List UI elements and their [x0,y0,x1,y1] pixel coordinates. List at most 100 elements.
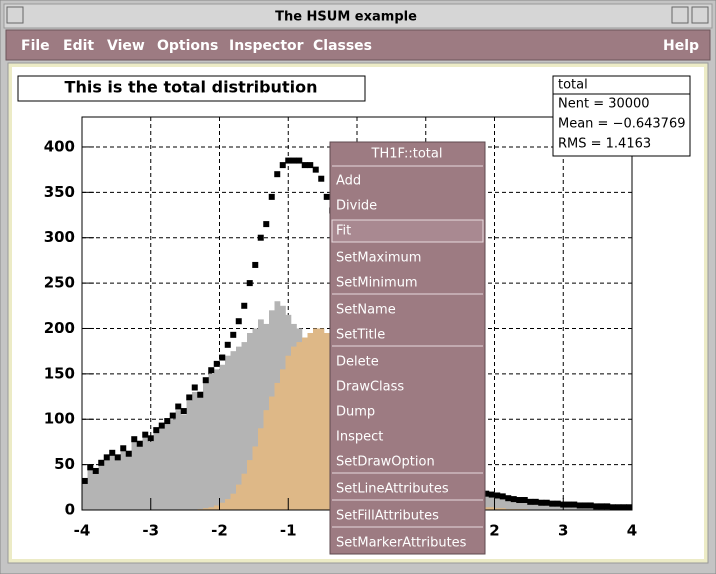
histogram-marker [213,360,220,367]
stats-title: total [558,78,588,93]
x-tick-label: 2 [489,522,499,540]
histogram-marker [279,162,286,169]
histogram-marker [131,436,138,443]
histogram-marker [505,495,512,502]
menu-item[interactable]: File [21,38,50,54]
histogram-marker [593,503,600,510]
histogram-bar [153,432,160,510]
menu-item[interactable]: Classes [313,38,372,54]
y-tick-label: 300 [44,228,75,246]
menu-item[interactable]: SetMarkerAttributes [336,536,467,551]
menu-item[interactable]: Inspect [336,430,383,445]
histogram-marker [246,280,253,287]
histogram-bar [527,501,534,510]
menu-item[interactable]: Divide [336,199,377,214]
stats-row: RMS = 1.4163 [558,137,651,152]
histogram-bar [120,451,127,510]
x-tick-label: -3 [142,522,159,540]
menu-item[interactable]: View [107,38,145,54]
x-tick-label: -2 [211,522,228,540]
histogram-bar [131,441,138,510]
histogram-marker [626,504,633,511]
histogram-bar [489,507,495,510]
y-tick-label: 250 [44,274,75,292]
histogram-bar [258,319,264,510]
histogram-bar [505,499,512,510]
histogram-marker [543,499,550,506]
y-tick-label: 400 [44,137,75,155]
histogram-marker [527,498,534,505]
histogram-marker [499,493,506,500]
histogram-bar [280,369,286,510]
histogram-bar [263,410,270,510]
menu-item[interactable]: SetMaximum [336,251,421,266]
histogram-bar [489,497,495,510]
histogram-marker [142,431,149,438]
histogram-bar [181,414,187,510]
histogram-marker [241,302,248,309]
histogram-bar [307,333,314,510]
menu-item[interactable]: SetName [336,303,396,318]
histogram-bar [538,502,545,510]
histogram-bar [230,493,237,510]
histogram-bar [142,437,149,510]
histogram-marker [488,491,495,498]
histogram-bar [483,507,490,510]
menu-item[interactable]: DrawClass [336,380,404,395]
histogram-marker [230,331,237,338]
y-tick-label: 100 [44,410,75,428]
histogram-marker [92,467,99,474]
maximize-button[interactable] [691,6,709,24]
histogram-marker [587,502,594,509]
window-menu-button[interactable] [6,6,24,24]
histogram-bar [313,328,319,510]
menu-item[interactable]: SetLineAttributes [336,482,449,497]
title-box [17,75,366,102]
menu-item[interactable]: Add [336,174,361,189]
histogram-bar [137,446,143,510]
menu-item[interactable]: SetMinimum [336,276,418,291]
histogram-bar [175,410,182,510]
chart-title: This is the total distribution [65,78,318,97]
histogram-bar [214,369,220,510]
menu-item[interactable]: SetTitle [336,328,385,343]
histogram-marker [125,450,132,457]
histogram-marker [263,221,270,228]
histogram-bar [252,446,259,510]
x-tick-label: -1 [280,522,297,540]
x-tick-label: 3 [558,522,568,540]
histogram-bar [104,460,110,510]
histogram-bar [247,460,253,510]
histogram-bar [109,455,116,510]
histogram-marker [164,418,171,425]
menu-item[interactable]: Delete [336,355,379,370]
histogram-marker [147,435,154,442]
menu-item[interactable]: SetDrawOption [336,455,435,470]
menu-item[interactable]: Inspector [229,38,304,54]
y-tick-label: 50 [54,455,75,473]
histogram-bar [318,328,325,510]
histogram-bar [533,501,539,510]
histogram-bar [148,441,154,510]
histogram-bar [208,373,215,510]
histogram-marker [268,193,275,200]
menu-item[interactable]: Edit [63,38,94,54]
minimize-button[interactable] [671,6,689,24]
histogram-marker [186,394,193,401]
menu-item[interactable]: Fit [336,224,351,239]
menu-item[interactable]: SetFillAttributes [336,509,439,524]
histogram-bar [170,419,176,510]
histogram-marker [103,454,110,461]
menubar [5,29,711,61]
histogram-marker [516,497,523,504]
histogram-bar [219,364,226,510]
menu-help[interactable]: Help [663,38,699,54]
menu-item[interactable]: Options [157,38,218,54]
histogram-marker [180,408,187,415]
histogram-bar [225,499,231,510]
menu-item[interactable]: Dump [336,405,375,420]
histogram-bar [511,500,517,510]
histogram-bar [98,464,105,510]
histogram-marker [323,193,330,200]
